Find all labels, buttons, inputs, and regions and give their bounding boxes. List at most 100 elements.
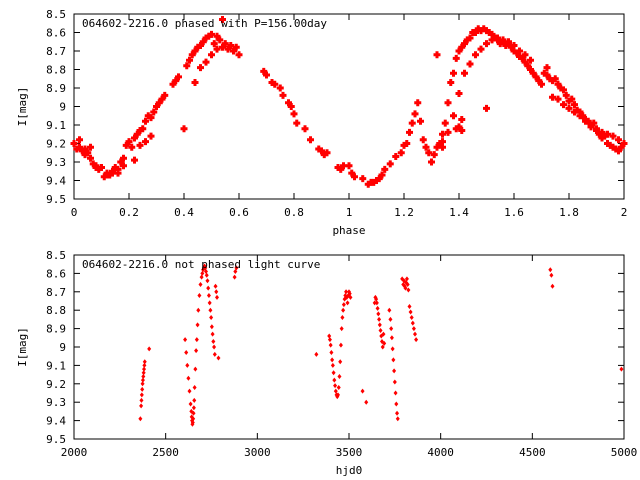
data-point: [538, 80, 545, 88]
data-point: [114, 165, 122, 173]
data-point: [336, 392, 340, 398]
data-point: [140, 386, 145, 392]
x-tick-label: 5000: [611, 446, 638, 459]
y-tick-label: 8.8: [46, 64, 66, 77]
data-point: [543, 71, 551, 79]
y-tick-label: 9: [59, 101, 66, 114]
y-tick-label: 8.6: [46, 27, 66, 40]
data-point: [439, 143, 446, 151]
y-tick-label: 9.2: [46, 138, 66, 151]
data-point: [287, 103, 295, 110]
data-point: [337, 373, 342, 379]
data-point: [100, 173, 108, 181]
data-point: [214, 289, 219, 295]
x-tick-label: 1.2: [394, 206, 414, 219]
data-point: [406, 287, 411, 293]
data-point: [216, 36, 224, 44]
data-point: [197, 292, 202, 298]
y-tick-label: 9.1: [46, 119, 66, 132]
data-point: [232, 43, 240, 51]
chart-panel-1: 0 0.2 0.4 0.6 0.8 1 1.2 1.4 1.6 1.8 2 8.5 8.6 8.7 8.8 8…: [16, 8, 628, 237]
y-axis-label: I[mag]: [16, 327, 29, 367]
data-point: [535, 77, 543, 85]
data-point: [444, 99, 452, 107]
data-point: [73, 145, 81, 153]
data-point: [395, 410, 400, 416]
data-point: [191, 78, 199, 86]
data-point: [375, 175, 383, 183]
data-point: [408, 309, 413, 315]
y-tick-label: 8.9: [46, 82, 66, 95]
data-point: [98, 164, 105, 172]
data-point: [131, 156, 138, 164]
data-point: [150, 108, 158, 116]
data-point: [215, 294, 219, 300]
y-tick-label: 9.2: [46, 378, 66, 391]
data-point: [414, 99, 422, 107]
data-point: [518, 54, 526, 62]
data-point: [568, 95, 576, 103]
data-point: [315, 145, 323, 153]
data-point: [331, 370, 336, 376]
data-point: [197, 64, 204, 72]
data-point: [117, 158, 125, 166]
data-point: [290, 110, 298, 118]
data-point: [138, 416, 143, 422]
data-point: [598, 128, 606, 136]
data-point: [158, 95, 166, 103]
data-point: [439, 130, 446, 138]
data-point: [216, 355, 221, 361]
chart-title: 064602-2216.0 not phased light curve: [82, 258, 320, 271]
data-point: [619, 366, 624, 372]
data-point: [347, 291, 352, 297]
data-point: [598, 134, 606, 142]
data-point: [202, 34, 210, 42]
data-point: [433, 143, 441, 151]
data-point: [230, 47, 237, 55]
y-tick-label: 8.8: [46, 304, 66, 317]
data-point: [330, 357, 335, 363]
data-point: [389, 335, 394, 341]
data-point: [411, 110, 419, 118]
data-point: [188, 401, 193, 407]
data-point: [279, 91, 287, 99]
data-point: [340, 162, 347, 170]
data-point: [213, 283, 218, 289]
data-point: [604, 130, 611, 138]
data-point: [571, 108, 578, 116]
x-tick-label: 3500: [336, 446, 363, 459]
data-point: [419, 136, 427, 144]
data-point: [422, 143, 430, 151]
data-point: [374, 300, 379, 306]
data-point: [359, 175, 367, 183]
data-point: [414, 337, 419, 343]
data-point: [339, 326, 344, 332]
data-point: [461, 40, 468, 48]
data-point: [378, 327, 383, 333]
y-tick-label: 9.3: [46, 156, 66, 169]
data-point: [372, 300, 377, 306]
data-point: [81, 151, 89, 159]
data-point: [549, 272, 554, 278]
data-point: [433, 51, 441, 59]
x-tick-label: 1.8: [559, 206, 579, 219]
data-point: [122, 141, 130, 149]
data-point: [615, 147, 622, 155]
data-point: [549, 93, 556, 101]
data-point: [147, 132, 155, 140]
data-point: [142, 359, 147, 365]
data-point: [348, 294, 353, 300]
x-tick-label: 2000: [61, 446, 88, 459]
data-point: [147, 114, 155, 122]
data-point: [458, 127, 466, 135]
data-point: [153, 103, 160, 110]
data-point: [392, 368, 397, 374]
y-tick-label: 9.3: [46, 396, 66, 409]
data-point: [219, 16, 226, 24]
data-point: [147, 346, 152, 352]
data-point: [521, 51, 529, 59]
data-point: [444, 128, 452, 136]
data-point: [125, 138, 133, 146]
data-point: [141, 370, 146, 376]
